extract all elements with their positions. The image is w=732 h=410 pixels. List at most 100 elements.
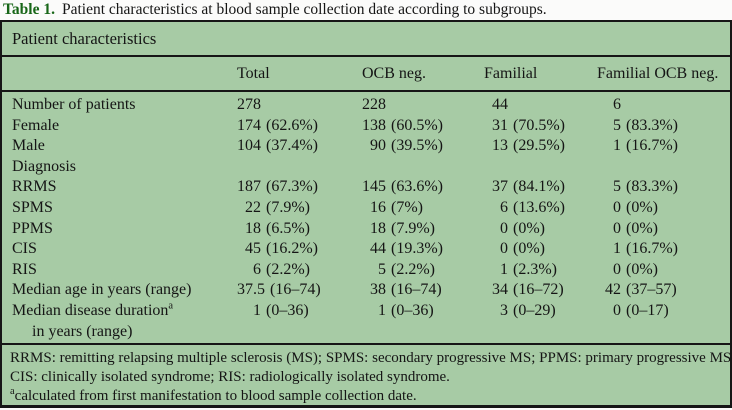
value-detail: (0%) [626,260,658,278]
value-cell: 34 (16–72) [484,280,597,301]
value-detail: (0–17) [626,301,669,319]
row-label: Female [12,116,237,137]
value-number: 1 [613,240,621,258]
value-detail: (70.5%) [513,116,565,134]
table-header-row: Total OCB neg. Familial Familial OCB neg. [2,57,730,92]
value-detail: (7.9%) [266,198,310,216]
value-number: 22 [245,198,261,216]
row-label: CIS [12,239,237,260]
value-cell: 44 [484,95,597,116]
table-section-header: Patient characteristics [2,22,730,57]
value-number: 38 [370,281,386,299]
footnote-line: RRMS: remitting relapsing multiple scler… [10,350,732,366]
value-number: 1 [378,301,386,319]
value-detail: (16–72) [513,281,564,299]
table-row: RRMS 187 (67.3%) 145 (63.6%) 37 (84.1%) 5 (83.3%… [12,177,730,198]
row-label-text: Diagnosis [12,157,76,175]
value-cell: 3 (0–29) [484,301,597,342]
table-caption-label: Table 1. [3,1,55,18]
value-cell: 187 (67.3%) [237,177,362,198]
value-cell: 42 (37–57) [597,280,730,301]
value-number: 44 [492,96,508,113]
value-number: 5 [613,178,621,196]
patient-characteristics-table: Patient characteristics Total OCB neg. Fam… [0,20,732,408]
value-detail: (7.9%) [391,219,435,237]
value-cell: 18 (7.9%) [362,219,484,240]
row-label-text: Median age in years (range) [12,281,192,299]
value-detail: (83.3%) [626,116,678,134]
value-cell: 1 (16.7%) [597,136,730,157]
value-cell: 278 [237,95,362,116]
table-row: RIS 6 (2.2%) 5 (2.2%) 1 (2.3%) 0 (0%) [12,260,730,281]
value-cell: 37 (84.1%) [484,177,597,198]
row-label-text: PPMS [12,219,53,237]
value-number: 34 [492,281,508,299]
row-label: SPMS [12,198,237,219]
value-number: 1 [253,301,261,319]
value-number: 145 [362,178,386,196]
row-label-text: Number of patients [12,96,136,113]
row-label: Diagnosis [12,157,237,178]
value-number: 1 [613,137,621,155]
value-cell: 0 (0%) [484,219,597,240]
value-detail: (37.4%) [266,137,318,155]
value-cell: 13 (29.5%) [484,136,597,157]
value-cell: 16 (7%) [362,198,484,219]
column-header: Total [237,65,270,82]
row-label: RRMS [12,177,237,198]
row-label: Median disease durationa in years (range) [12,301,237,342]
value-number: 6 [613,96,621,113]
value-cell: 45 (16.2%) [237,239,362,260]
value-number: 42 [605,281,621,299]
value-number: 18 [370,219,386,237]
footnote-line: CIS: clinically isolated syndrome; RIS: … [10,369,450,385]
value-cell: 6 (2.2%) [237,260,362,281]
row-label: Male [12,136,237,157]
row-label-text: Female [12,116,60,134]
value-number: 37 [492,178,508,196]
value-cell: 145 (63.6%) [362,177,484,198]
value-cell: 22 (7.9%) [237,198,362,219]
value-cell: 5 (83.3%) [597,116,730,137]
column-header: Familial OCB neg. [597,65,719,82]
value-number: 6 [253,260,261,278]
value-cell: 104 (37.4%) [237,136,362,157]
value-cell: 1 (16.7%) [597,239,730,260]
value-detail: (7%) [391,198,423,216]
value-detail: (84.1%) [513,178,565,196]
value-number: 0 [500,240,508,258]
value-cell: 0 (0%) [597,219,730,240]
value-detail: (0%) [513,240,545,258]
value-number: 278 [237,96,261,113]
value-detail: (60.5%) [391,116,443,134]
value-cell: 38 (16–74) [362,280,484,301]
value-detail: (37–57) [626,281,677,299]
value-cell: 44 (19.3%) [362,239,484,260]
value-number: 3 [500,301,508,319]
row-label: RIS [12,260,237,281]
table-caption-text: Patient characteristics at blood sample … [61,1,547,18]
value-number: 104 [237,137,261,155]
value-cell: 138 (60.5%) [362,116,484,137]
value-cell: 1 (2.3%) [484,260,597,281]
value-cell: 18 (6.5%) [237,219,362,240]
value-detail: (2.2%) [391,260,435,278]
value-detail: (0%) [626,219,658,237]
value-detail: (16.7%) [626,137,678,155]
value-detail: (67.3%) [266,178,318,196]
value-cell: 0 (0%) [484,239,597,260]
value-detail: (0%) [513,219,545,237]
row-label-line2: in years (range) [32,322,133,340]
row-label-text: SPMS [12,198,53,216]
value-detail: (29.5%) [513,137,565,155]
value-cell: 228 [362,95,484,116]
column-header-spacer [12,65,237,90]
value-detail: (0–36) [391,301,434,319]
value-number: 37.5 [237,281,265,299]
row-label-text: RRMS [12,178,57,196]
value-number: 0 [613,260,621,278]
value-cell: 0 (0%) [597,260,730,281]
value-detail: (13.6%) [513,198,565,216]
value-number: 228 [362,96,386,113]
